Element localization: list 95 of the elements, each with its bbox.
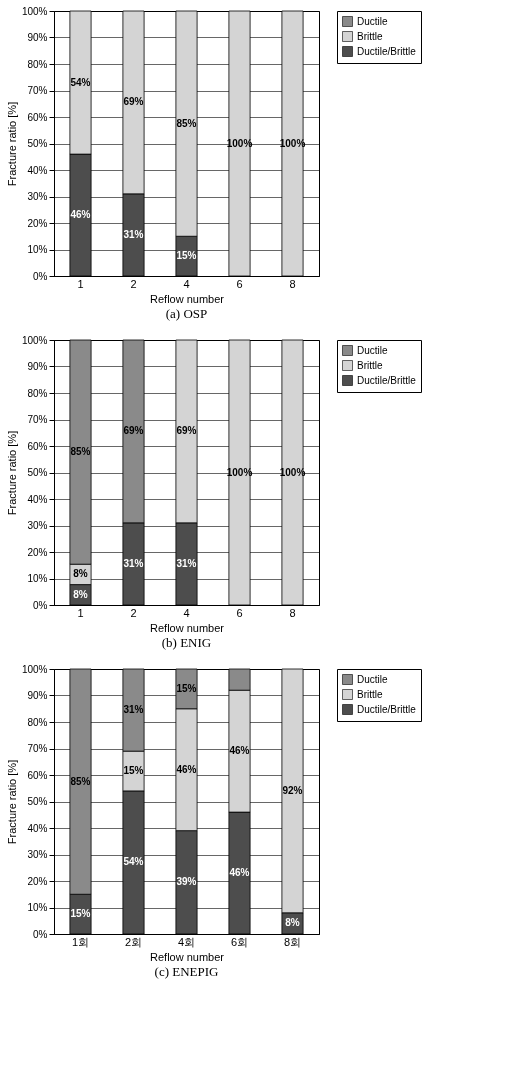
legend-label: Ductile	[357, 15, 388, 27]
data-label: 31%	[123, 704, 144, 716]
y-axis-title: Fracture ratio [%]	[5, 759, 18, 845]
x-tick-label: 6회	[230, 935, 249, 948]
data-label: 46%	[229, 867, 250, 879]
y-tick-label: 0%	[33, 599, 48, 611]
data-label: 8%	[73, 588, 88, 600]
data-label: 8%	[73, 568, 88, 580]
legend-label: Ductile/Brittle	[357, 45, 417, 57]
y-tick-label: 100%	[21, 5, 48, 17]
data-label: 85%	[70, 775, 91, 787]
text: (c) ENEPIG	[154, 964, 219, 979]
data-label: 46%	[70, 209, 91, 221]
y-tick-label: 10%	[27, 573, 48, 584]
y-tick-label: 30%	[27, 191, 48, 202]
y-tick-label: 40%	[27, 493, 48, 505]
legend-label: Ductile/Brittle	[357, 703, 417, 715]
legend-label: Ductile	[357, 344, 388, 356]
x-tick-label: 1	[77, 277, 84, 290]
y-tick-label: 60%	[27, 769, 48, 781]
x-tick-label: 4	[183, 606, 190, 619]
data-label: 31%	[123, 228, 144, 240]
data-label: 92%	[282, 784, 303, 796]
y-tick-label: 90%	[27, 32, 48, 43]
data-label: 54%	[123, 856, 144, 868]
y-tick-label: 20%	[27, 546, 48, 558]
y-tick-label: 50%	[27, 796, 48, 807]
legend-label: Ductile/Brittle	[357, 374, 417, 386]
y-tick-label: 0%	[33, 928, 48, 940]
y-tick-label: 80%	[27, 716, 48, 728]
x-tick-label: 1회	[71, 935, 90, 948]
text: (a) OSP	[165, 306, 208, 321]
y-tick-label: 50%	[27, 467, 48, 478]
y-axis-title: Fracture ratio [%]	[5, 101, 18, 187]
x-tick-label: 4	[183, 277, 190, 290]
y-tick-label: 80%	[27, 58, 48, 70]
data-label: 15%	[176, 250, 197, 262]
data-label: 31%	[123, 557, 144, 569]
data-label: 100%	[226, 466, 253, 478]
x-tick-label: 4회	[177, 935, 196, 948]
data-label: 15%	[70, 908, 91, 920]
y-tick-label: 30%	[27, 849, 48, 860]
y-tick-label: 100%	[21, 334, 48, 346]
data-label: 100%	[279, 137, 306, 149]
data-label: 100%	[279, 466, 306, 478]
y-tick-label: 60%	[27, 440, 48, 452]
data-label: 31%	[176, 557, 197, 569]
y-tick-label: 100%	[21, 663, 48, 675]
y-tick-label: 50%	[27, 138, 48, 149]
data-label: 46%	[229, 745, 250, 757]
y-tick-label: 80%	[27, 387, 48, 399]
y-tick-label: 70%	[27, 85, 48, 96]
y-tick-label: 90%	[27, 361, 48, 372]
x-axis-title: Reflow number	[150, 292, 225, 305]
data-label: 8%	[285, 917, 300, 929]
y-tick-label: 60%	[27, 111, 48, 123]
x-tick-label: 8회	[283, 935, 302, 948]
legend-label: Brittle	[357, 688, 383, 700]
data-label: 85%	[70, 446, 91, 458]
data-label: 46%	[176, 763, 197, 775]
x-axis-title: Reflow number	[150, 621, 225, 634]
y-tick-label: 0%	[33, 270, 48, 282]
y-tick-label: 70%	[27, 414, 48, 425]
legend-label: Brittle	[357, 359, 383, 371]
data-label: 85%	[176, 117, 197, 129]
legend-label: Ductile	[357, 673, 388, 685]
data-label: 69%	[176, 425, 197, 437]
y-tick-label: 10%	[27, 902, 48, 913]
data-label: 69%	[123, 425, 144, 437]
y-tick-label: 10%	[27, 244, 48, 255]
text: (b) ENIG	[161, 635, 212, 650]
y-tick-label: 70%	[27, 743, 48, 754]
y-tick-label: 30%	[27, 520, 48, 531]
data-label: 69%	[123, 96, 144, 108]
x-tick-label: 8	[289, 606, 296, 619]
data-label: 15%	[123, 765, 144, 777]
x-tick-label: 2회	[124, 935, 143, 948]
x-tick-label: 2	[130, 606, 137, 619]
x-tick-label: 2	[130, 277, 137, 290]
x-tick-label: 8	[289, 277, 296, 290]
data-label: 15%	[176, 682, 197, 694]
data-label: 100%	[226, 137, 253, 149]
data-label: 54%	[70, 76, 91, 88]
x-tick-label: 6	[236, 277, 243, 290]
x-axis-title: Reflow number	[150, 950, 225, 963]
y-tick-label: 40%	[27, 822, 48, 834]
y-tick-label: 20%	[27, 875, 48, 887]
data-label: 39%	[176, 876, 197, 888]
y-axis-title: Fracture ratio [%]	[5, 430, 18, 516]
y-tick-label: 40%	[27, 164, 48, 176]
y-tick-label: 90%	[27, 690, 48, 701]
y-tick-label: 20%	[27, 217, 48, 229]
x-tick-label: 6	[236, 606, 243, 619]
legend-label: Brittle	[357, 30, 383, 42]
x-tick-label: 1	[77, 606, 84, 619]
